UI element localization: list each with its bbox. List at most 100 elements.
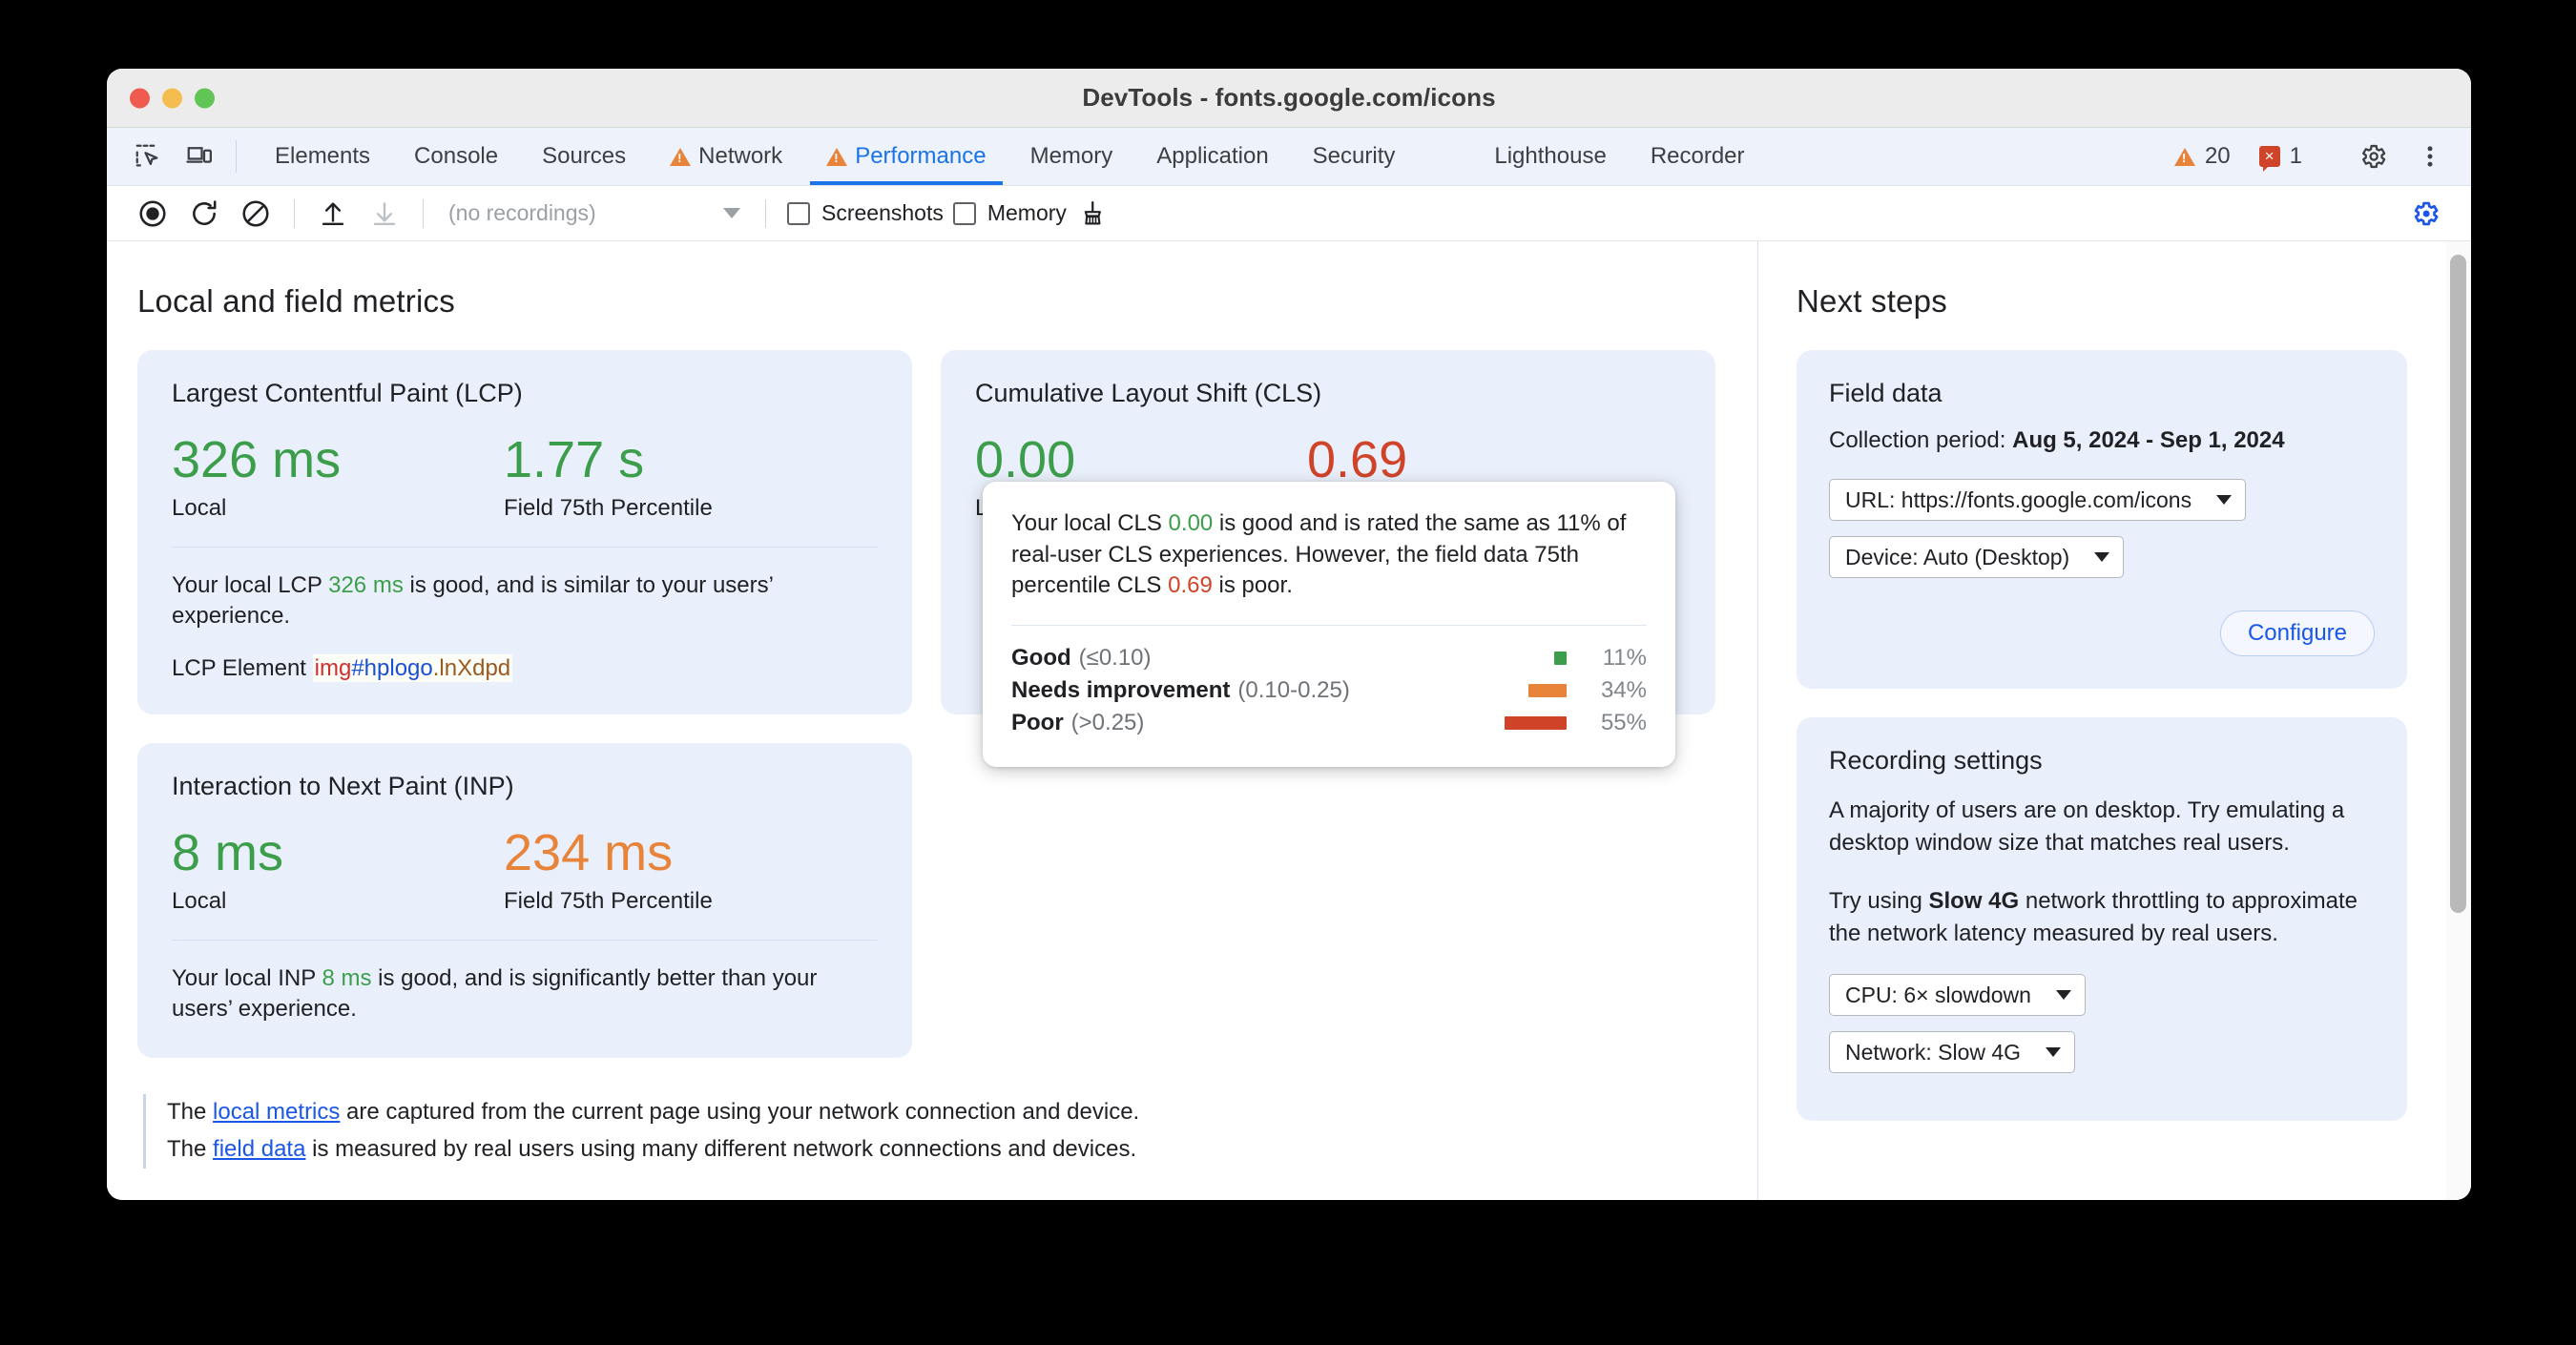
chevron-down-icon xyxy=(2094,552,2110,562)
bucket-percent: 34% xyxy=(1600,676,1647,703)
tab-sources[interactable]: Sources xyxy=(520,128,648,185)
tab-label: Sources xyxy=(542,143,627,169)
minimize-window-button[interactable] xyxy=(162,88,182,108)
footnote-line-2: The field data is measured by real users… xyxy=(167,1131,1757,1169)
performance-recording-toolbar: (no recordings) Screenshots Memory xyxy=(107,186,2471,241)
collect-garbage-icon[interactable] xyxy=(1069,189,1118,238)
recording-settings-para2: Try using Slow 4G network throttling to … xyxy=(1829,885,2375,949)
bucket-range: (≤0.10) xyxy=(1078,644,1152,671)
distribution-row-needs-improvement: Needs improvement (0.10-0.25) 34% xyxy=(1011,677,1647,704)
gear-icon[interactable] xyxy=(2347,141,2399,172)
warning-triangle-icon xyxy=(826,147,848,166)
bucket-percent: 11% xyxy=(1602,644,1647,671)
toolbar-right-area xyxy=(2400,189,2471,238)
next-steps-pane: Next steps Field data Collection period:… xyxy=(1758,241,2471,1200)
vertical-scrollbar[interactable] xyxy=(2446,241,2471,1200)
url-select-wrap: URL: https://fonts.google.com/icons xyxy=(1829,479,2375,536)
distribution-row-poor: Poor (>0.25) 55% xyxy=(1011,710,1647,736)
error-count-badge[interactable]: 1 xyxy=(2248,143,2314,172)
divider xyxy=(172,939,878,941)
url-select-value: URL: https://fonts.google.com/icons xyxy=(1845,486,2192,512)
local-metrics-link[interactable]: local metrics xyxy=(213,1098,341,1125)
recording-settings-title: Recording settings xyxy=(1829,746,2043,775)
bucket-label: Needs improvement xyxy=(1011,676,1231,703)
page-title: Local and field metrics xyxy=(137,283,455,319)
clear-icon[interactable] xyxy=(231,189,280,238)
inspect-element-icon[interactable] xyxy=(122,128,174,185)
record-icon[interactable] xyxy=(128,189,177,238)
url-select[interactable]: URL: https://fonts.google.com/icons xyxy=(1829,479,2247,521)
field-metric: 1.77 s Field 75th Percentile xyxy=(504,433,713,522)
memory-label: Memory xyxy=(987,200,1067,225)
tab-list: Elements Console Sources Network Perform… xyxy=(253,128,1767,185)
card-summary: Your local INP 8 ms is good, and is sign… xyxy=(172,963,878,1025)
local-metric: 326 ms Local xyxy=(172,433,504,522)
reload-record-icon[interactable] xyxy=(179,189,229,238)
bucket-bar xyxy=(1554,651,1567,665)
bucket-range: (>0.25) xyxy=(1070,709,1145,735)
toolbar-divider xyxy=(423,198,424,228)
collection-prefix: Collection period: xyxy=(1829,427,2013,453)
tab-security[interactable]: Security xyxy=(1291,128,1418,185)
tab-network[interactable]: Network xyxy=(648,128,804,185)
collection-period: Collection period: Aug 5, 2024 - Sep 1, … xyxy=(1829,427,2375,454)
tooltip-text-b: is good and is rated the same as 11% of … xyxy=(1011,510,1627,599)
tab-lighthouse[interactable]: Lighthouse xyxy=(1472,128,1628,185)
configure-row: Configure xyxy=(1829,610,2375,656)
scrollbar-thumb[interactable] xyxy=(2450,255,2466,913)
tab-recorder[interactable]: Recorder xyxy=(1629,128,1767,185)
close-window-button[interactable] xyxy=(130,88,150,108)
recording-settings-para1: A majority of users are on desktop. Try … xyxy=(1829,797,2345,856)
field-value: 234 ms xyxy=(504,823,674,881)
lcp-element-row: LCP Element img#hplogo.lnXdpd xyxy=(172,653,878,682)
bucket-bar-area: 55% xyxy=(1454,710,1647,736)
summary-pre: Your local LCP xyxy=(172,571,329,598)
checkbox-box xyxy=(787,201,810,225)
tab-label: Application xyxy=(1156,143,1269,169)
memory-checkbox[interactable]: Memory xyxy=(952,200,1067,226)
maximize-window-button[interactable] xyxy=(195,88,215,108)
local-value: 326 ms xyxy=(172,431,342,488)
summary-pre: Your local INP xyxy=(172,964,322,991)
tab-elements[interactable]: Elements xyxy=(253,128,392,185)
field-data-link[interactable]: field data xyxy=(213,1135,306,1162)
lcp-element-selector[interactable]: img#hplogo.lnXdpd xyxy=(312,653,513,682)
card-title: Cumulative Layout Shift (CLS) xyxy=(975,379,1322,407)
next-steps-title: Next steps xyxy=(1797,283,1947,319)
tab-performance[interactable]: Performance xyxy=(804,128,1008,185)
devtools-tabbar: Elements Console Sources Network Perform… xyxy=(107,128,2471,186)
local-label: Local xyxy=(172,887,227,914)
toolbar-divider xyxy=(236,140,237,173)
device-toolbar-icon[interactable] xyxy=(174,128,225,185)
field-metric: 234 ms Field 75th Percentile xyxy=(504,826,713,915)
cpu-throttling-select[interactable]: CPU: 6× slowdown xyxy=(1829,974,2086,1017)
pane-divider[interactable] xyxy=(1757,241,1758,1200)
network-throttling-select[interactable]: Network: Slow 4G xyxy=(1829,1031,2076,1074)
capture-settings-gear-icon[interactable] xyxy=(2400,189,2450,238)
configure-button[interactable]: Configure xyxy=(2219,610,2375,656)
upload-profile-icon[interactable] xyxy=(308,189,358,238)
local-value: 0.00 xyxy=(975,431,1076,488)
tab-console[interactable]: Console xyxy=(392,128,520,185)
warning-count-badge[interactable]: 20 xyxy=(2163,143,2242,170)
collection-value: Aug 5, 2024 - Sep 1, 2024 xyxy=(2012,427,2285,453)
tab-memory[interactable]: Memory xyxy=(1008,128,1135,185)
divider xyxy=(172,546,878,548)
kebab-menu-icon[interactable] xyxy=(2404,143,2456,170)
local-label: Local xyxy=(172,494,227,521)
toolbar-divider xyxy=(294,198,295,228)
download-profile-icon[interactable] xyxy=(360,189,409,238)
screenshots-checkbox[interactable]: Screenshots xyxy=(787,200,944,226)
device-select[interactable]: Device: Auto (Desktop) xyxy=(1829,536,2125,578)
recordings-select[interactable]: (no recordings) xyxy=(437,193,752,235)
summary-metric: 326 ms xyxy=(328,571,404,598)
para2-bold: Slow 4G xyxy=(1928,888,2020,915)
para2-pre: Try using xyxy=(1829,888,1929,915)
tab-application[interactable]: Application xyxy=(1134,128,1290,185)
bucket-range: (0.10-0.25) xyxy=(1237,676,1350,703)
chevron-down-icon xyxy=(2055,990,2071,1001)
tab-label: Performance xyxy=(855,143,987,169)
selector-id: #hplogo xyxy=(351,654,433,681)
cpu-select-wrap: CPU: 6× slowdown xyxy=(1829,974,2375,1031)
screenshots-label: Screenshots xyxy=(821,200,944,225)
